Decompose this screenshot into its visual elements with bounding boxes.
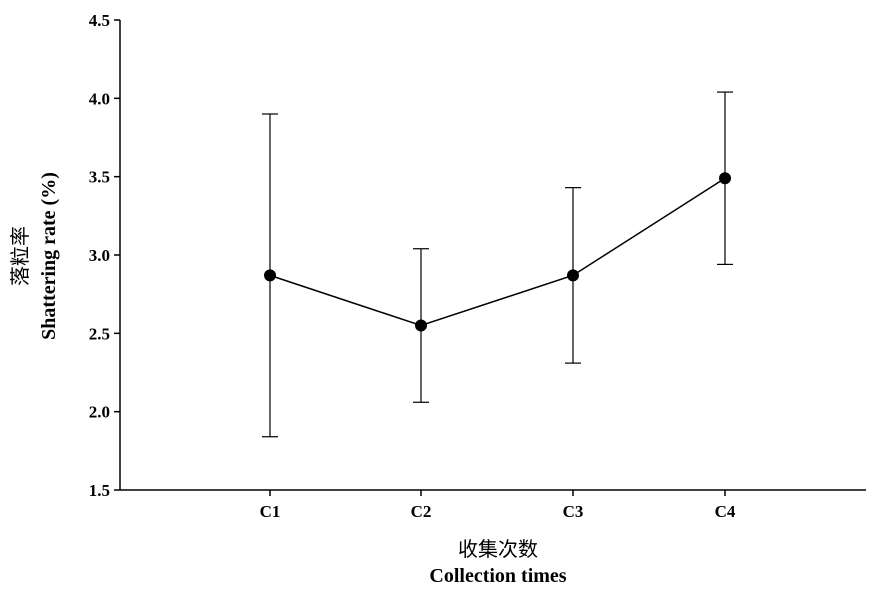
y-tick-label: 2.0	[89, 403, 110, 422]
x-tick-label: C2	[411, 502, 432, 521]
x-tick-label: C3	[563, 502, 584, 521]
y-tick-label: 4.5	[89, 11, 110, 30]
y-axis-ticks: 1.5 2.0 2.5 3.0 3.5 4.0 4.5	[89, 11, 120, 500]
y-tick-label: 3.0	[89, 246, 110, 265]
data-point	[719, 172, 731, 185]
data-point	[264, 269, 276, 282]
data-point	[415, 319, 427, 332]
y-axis-title: Shattering rate (%)	[38, 172, 60, 340]
x-axis-title-cn: 收集次数	[458, 537, 538, 561]
y-axis-title-cn: 落粒率	[8, 226, 32, 286]
series	[262, 91, 733, 438]
y-tick-label: 1.5	[89, 481, 110, 500]
y-tick-label: 4.0	[89, 89, 110, 108]
x-tick-label: C1	[260, 502, 281, 521]
y-tick-label: 3.5	[89, 168, 110, 187]
x-axis-ticks: C1 C2 C3 C4	[260, 490, 736, 521]
y-tick-label: 2.5	[89, 324, 110, 343]
data-point	[567, 269, 579, 282]
x-axis-title: Collection times	[429, 565, 566, 587]
axes	[119, 20, 866, 491]
x-tick-label: C4	[715, 502, 736, 521]
series-line	[269, 177, 726, 327]
